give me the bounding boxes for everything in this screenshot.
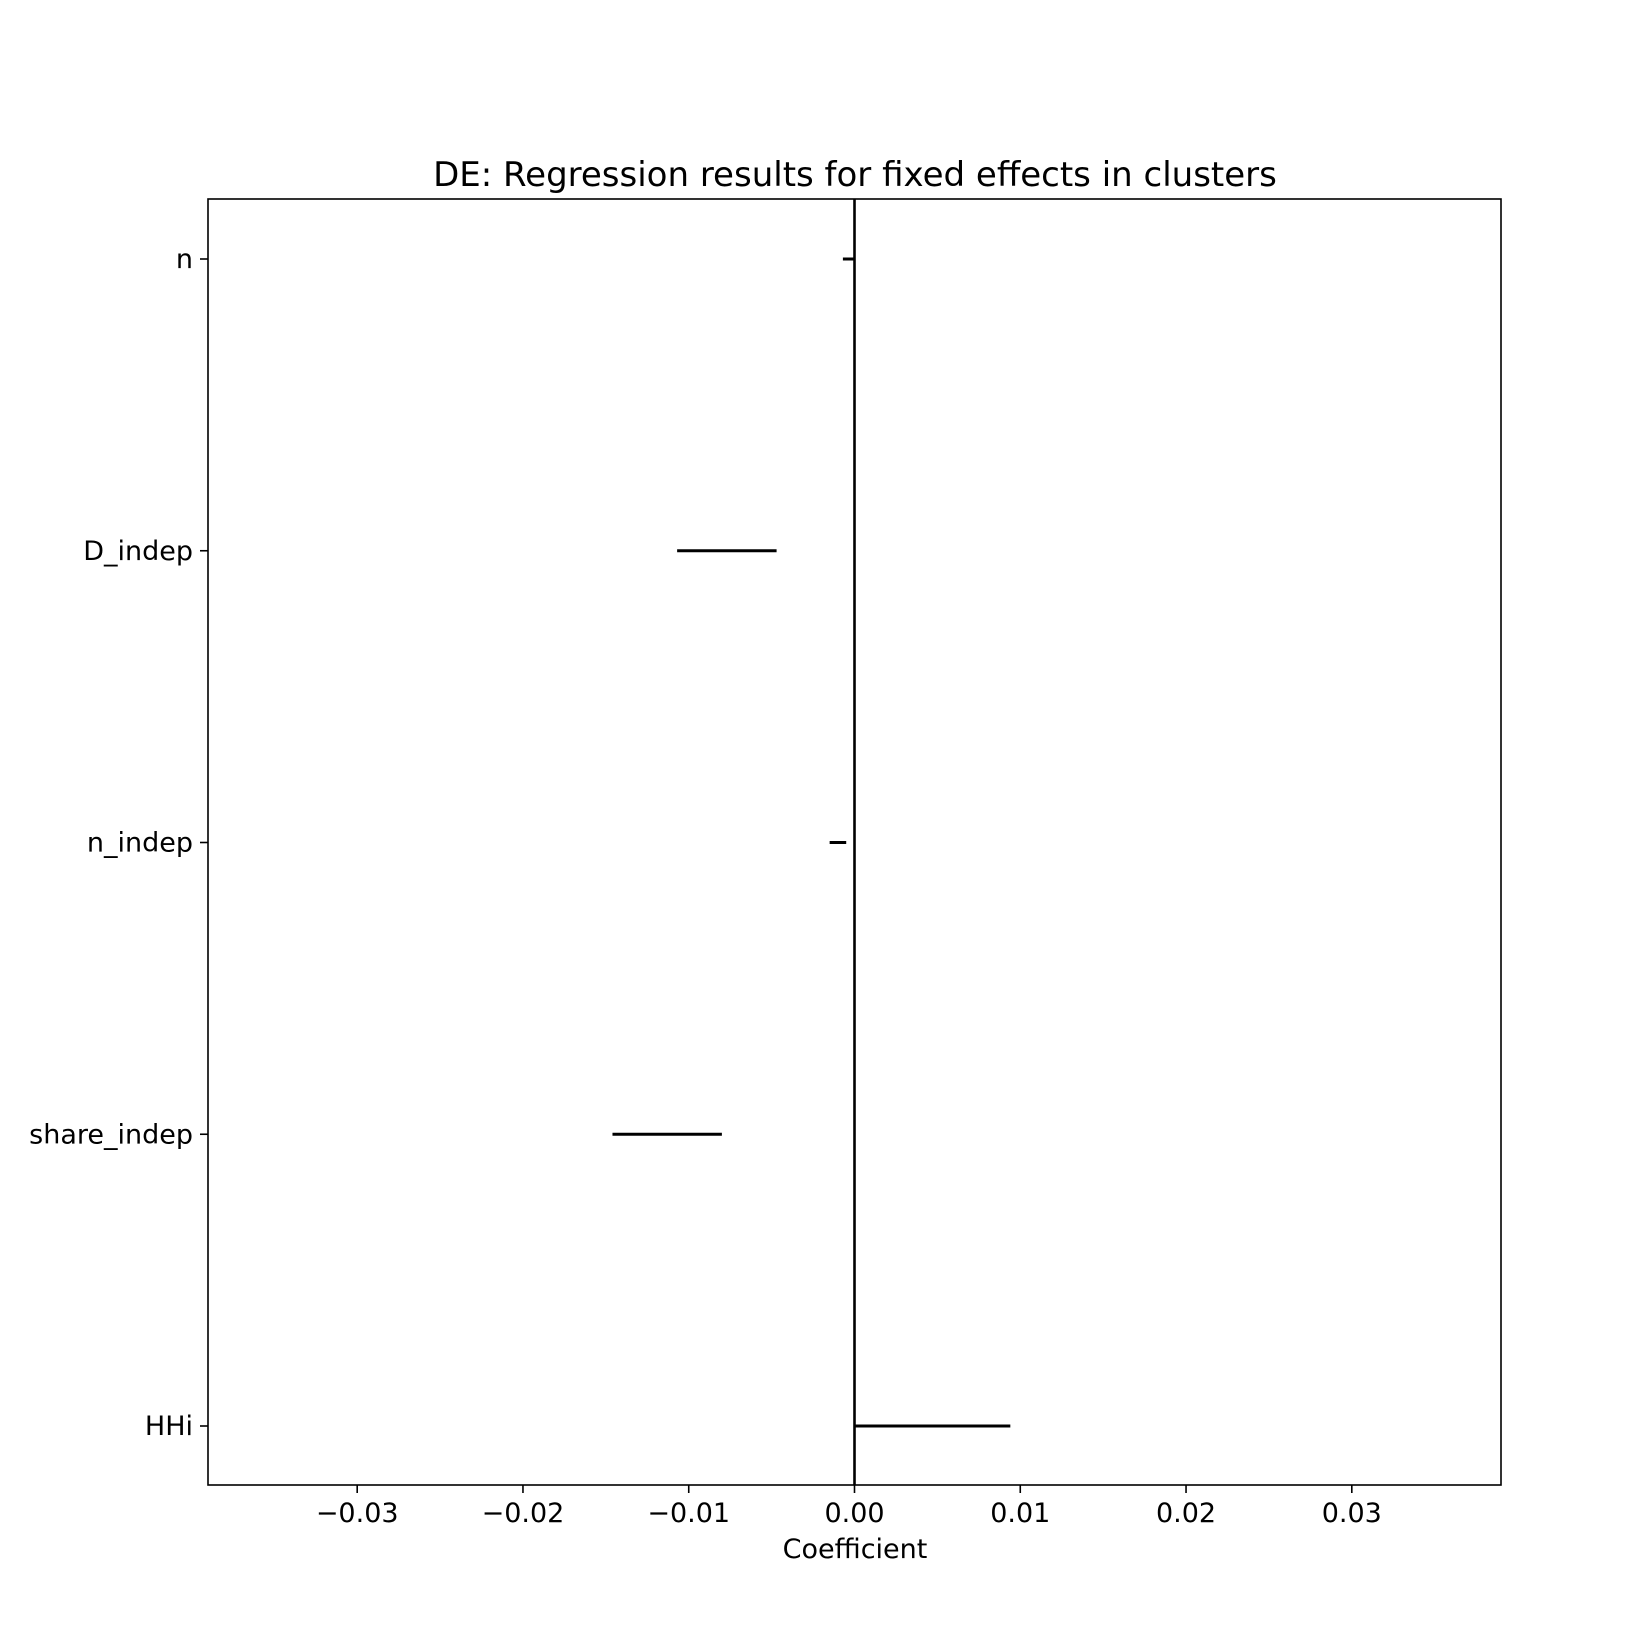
chart-marks: −0.03 −0.02 −0.01 0.00 0.01 0.02 0.03 n D_indepn… bbox=[29, 199, 1382, 1529]
x-tick-label: 0.01 bbox=[990, 1498, 1050, 1529]
y-tick-label: D_indep bbox=[83, 536, 193, 567]
y-tick-label: n_indep bbox=[87, 828, 193, 859]
y-tick-label: n bbox=[176, 244, 193, 275]
x-tick-label: 0.02 bbox=[1156, 1498, 1216, 1529]
x-tick-label: 0.00 bbox=[824, 1498, 884, 1529]
x-tick-label: −0.01 bbox=[647, 1498, 730, 1529]
x-axis-label: Coefficient bbox=[783, 1534, 928, 1565]
x-tick-label: −0.02 bbox=[482, 1498, 565, 1529]
chart-title: DE: Regression results for fixed effects… bbox=[433, 155, 1277, 195]
y-tick-label: HHi bbox=[145, 1411, 193, 1442]
x-tick-label: 0.03 bbox=[1322, 1498, 1382, 1529]
y-tick-label: share_indep bbox=[29, 1119, 193, 1150]
x-tick-label: −0.03 bbox=[316, 1498, 399, 1529]
